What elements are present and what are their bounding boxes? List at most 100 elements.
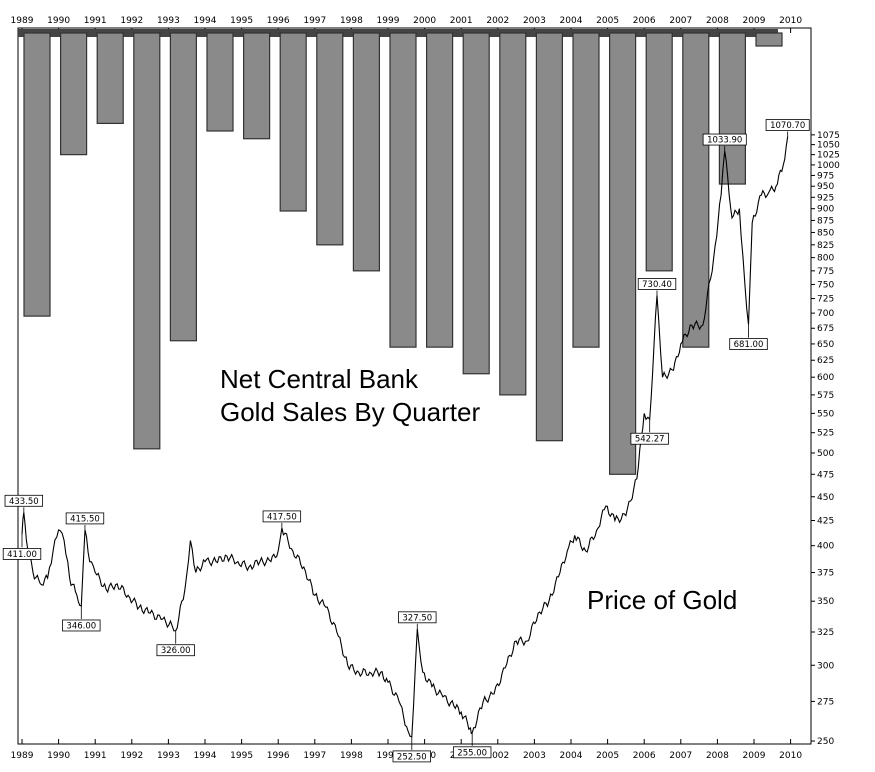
annotation-box: [630, 432, 669, 445]
annotation-label: 415.50: [70, 514, 100, 524]
price-line: [21, 136, 789, 738]
bottom-year-label: 1998: [340, 751, 363, 761]
top-year-label: 1992: [120, 16, 143, 26]
top-year-label: 2004: [560, 16, 583, 26]
annotation-label: 1033.90: [707, 136, 742, 146]
bottom-year-label: 2005: [596, 751, 619, 761]
top-year-label: 1991: [84, 16, 107, 26]
y-tick-label: 1000: [817, 161, 840, 171]
bottom-year-label: 2002: [486, 751, 509, 761]
annotation-label: 542.27: [635, 435, 665, 445]
annotation-box: [262, 510, 302, 523]
bottom-year-label: 1996: [267, 751, 290, 761]
top-year-label: 1998: [340, 16, 363, 26]
top-year-label: 2000: [413, 16, 436, 26]
sales-bar: [499, 32, 527, 396]
sales-bar: [389, 32, 417, 348]
annotation-box: [452, 746, 492, 759]
annotation-label: 730.40: [642, 280, 672, 290]
y-tick-label: 775: [817, 267, 834, 277]
sales-bar: [535, 32, 564, 442]
bottom-year-label: 1992: [120, 751, 143, 761]
y-tick-label: 575: [817, 391, 834, 401]
top-year-label: 2010: [779, 16, 802, 26]
y-tick-label: 550: [817, 409, 834, 419]
bottom-year-label: 1995: [230, 751, 253, 761]
top-year-label: 1990: [47, 16, 70, 26]
y-tick-label: 1025: [817, 151, 840, 161]
y-tick-label: 725: [817, 295, 834, 305]
sales-bar: [59, 32, 88, 156]
annotation-label: 327.50: [402, 613, 432, 623]
y-tick-label: 500: [817, 449, 834, 459]
bottom-year-label: 2009: [743, 751, 766, 761]
sales-bar: [206, 32, 234, 132]
top-year-label: 1989: [11, 16, 34, 26]
y-tick-label: 275: [817, 697, 834, 707]
sales-bar: [755, 32, 783, 47]
top-year-label: 1995: [230, 16, 253, 26]
y-tick-label: 975: [817, 171, 834, 181]
sales-bar: [426, 32, 454, 348]
annotation-label: 252.50: [397, 752, 427, 762]
sales-bar: [462, 32, 490, 375]
top-year-label: 2008: [706, 16, 729, 26]
annotation-box: [65, 512, 105, 525]
bottom-year-label: 2003: [523, 751, 546, 761]
bottom-year-label: 1990: [47, 751, 70, 761]
bottom-year-label: 2004: [560, 751, 583, 761]
annotation-label: 411.00: [7, 550, 37, 560]
sales-bar: [279, 32, 307, 212]
y-tick-label: 375: [817, 569, 834, 579]
y-tick-label: 300: [817, 661, 834, 671]
sales-bar: [243, 32, 271, 140]
y-tick-label: 850: [817, 228, 834, 238]
bottom-year-label: 1999: [377, 751, 400, 761]
top-year-label: 1996: [267, 16, 290, 26]
annotation-box: [637, 278, 677, 290]
y-tick-label: 475: [817, 470, 834, 480]
annotation-box: [2, 548, 42, 560]
price-annotations: 433.50 411.00 415.50 346.00 326.00 417.50 327.…: [2, 119, 810, 762]
annotation-label: 417.50: [267, 512, 297, 522]
bars-title-line2: Gold Sales By Quarter: [220, 397, 480, 427]
annotation-label: 326.00: [161, 646, 191, 656]
y-tick-label: 675: [817, 324, 834, 334]
bottom-year-axis: 1989 1990 1991 1992 1993 1994 1995 1996 1997 1998…: [11, 739, 802, 761]
annotation-box: [702, 133, 747, 146]
bottom-year-label: 2007: [669, 751, 692, 761]
annotation-box: [62, 619, 101, 632]
annotation-box: [729, 338, 768, 350]
sales-bar: [352, 32, 380, 272]
annotation-label: 433.50: [9, 497, 39, 507]
top-year-label: 2002: [486, 16, 509, 26]
y-tick-label: 700: [817, 309, 834, 319]
bottom-year-label: 1989: [11, 751, 34, 761]
price-axis: 250 275 300 325 350 375 400 425 450 475 500 525 550 5…: [811, 131, 840, 747]
top-year-label: 1997: [303, 16, 326, 26]
annotation-label: 681.00: [734, 340, 764, 350]
top-year-label: 2005: [596, 16, 619, 26]
top-year-label: 2001: [450, 16, 473, 26]
y-tick-label: 825: [817, 241, 834, 251]
sales-bar: [572, 32, 600, 348]
annotation-box: [398, 611, 437, 624]
top-year-label: 1994: [194, 16, 217, 26]
y-tick-label: 925: [817, 193, 834, 203]
sales-bar: [608, 32, 637, 475]
bottom-year-label: 2006: [633, 751, 656, 761]
sales-bar: [23, 32, 51, 317]
bottom-year-label: 2008: [706, 751, 729, 761]
bars-title-line1: Net Central Bank: [220, 364, 419, 394]
top-year-label: 2006: [633, 16, 656, 26]
y-tick-label: 325: [817, 628, 834, 638]
y-tick-label: 400: [817, 542, 834, 552]
bottom-year-label: 1991: [84, 751, 107, 761]
gold-price-series: [21, 136, 789, 738]
annotation-label: 346.00: [66, 621, 96, 631]
y-tick-label: 1075: [817, 131, 840, 141]
sales-bar: [96, 32, 124, 125]
annotation-box: [765, 119, 810, 131]
y-tick-label: 525: [817, 429, 834, 439]
top-year-label: 2007: [669, 16, 692, 26]
